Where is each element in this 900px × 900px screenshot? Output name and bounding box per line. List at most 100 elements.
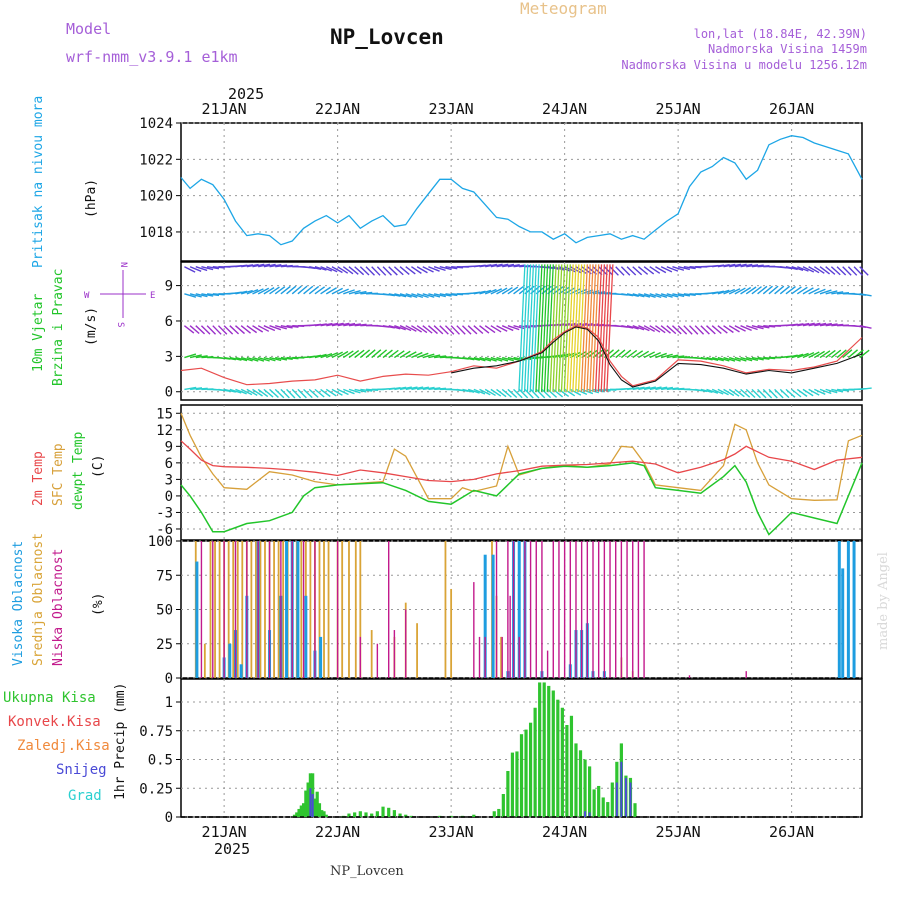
panel-frame xyxy=(180,122,863,262)
wind-arrow xyxy=(814,388,826,395)
wind-arrow xyxy=(808,322,821,327)
wind-arrow xyxy=(439,266,452,271)
wind-arrow xyxy=(354,388,367,393)
high-cloud-bar xyxy=(483,554,487,678)
wind-arrow xyxy=(388,325,401,330)
wind-arrow xyxy=(320,352,333,359)
low-cloud-bar xyxy=(603,541,606,678)
wind-arrow xyxy=(745,388,756,399)
high-cloud-bar xyxy=(304,595,308,678)
wind-arrow xyxy=(819,322,832,327)
wind-arrow xyxy=(235,388,247,395)
wind-arrow xyxy=(394,386,407,391)
wind-arrow xyxy=(774,388,784,399)
precip-ylabel: 1hr Precip (mm) xyxy=(113,683,128,800)
high-cloud-bar xyxy=(285,541,289,678)
legend-total-rain: Ukupna Kisa xyxy=(3,690,96,706)
wind-arrow xyxy=(365,349,376,359)
wind-arrow xyxy=(740,286,752,295)
wind-arrow xyxy=(235,290,248,295)
panel-3: 0 25 50 75 100 xyxy=(148,534,863,687)
wind-arrow xyxy=(859,266,869,276)
wind-arrow xyxy=(224,356,237,361)
wind-arrow xyxy=(309,266,322,270)
wind-arrow xyxy=(286,324,299,328)
y-tick-label: 1020 xyxy=(139,189,173,205)
wind-arrow xyxy=(303,388,313,399)
wind-arrow xyxy=(479,264,492,268)
cloud-unit: (%) xyxy=(91,593,106,616)
wind-arrow xyxy=(348,388,361,394)
wind-arrow xyxy=(286,285,297,295)
wind-arrow xyxy=(757,388,767,399)
wind-arrow xyxy=(566,264,574,392)
wind-arrow xyxy=(320,266,333,272)
wind-arrow xyxy=(337,350,349,359)
wind-arrow xyxy=(620,266,631,276)
wind-arrow xyxy=(606,264,614,392)
wind-arrow xyxy=(649,325,661,333)
precip-total-bar xyxy=(306,782,310,817)
wind-arrow xyxy=(184,353,197,359)
model-elevation-label: Nadmorska Visina u modelu 1256.12m xyxy=(621,58,867,72)
wind-arrow xyxy=(723,288,735,295)
wind-arrow xyxy=(785,266,798,271)
wind-arrow xyxy=(802,287,814,295)
wind-arrow xyxy=(314,286,326,295)
wind-arrow xyxy=(223,325,234,335)
pressure-line xyxy=(180,135,863,246)
snow-bar xyxy=(624,777,627,817)
low-cloud-bar xyxy=(512,541,515,678)
wind-arrow xyxy=(677,266,690,271)
wind-arrow xyxy=(263,287,275,295)
wind-arrow xyxy=(819,388,832,395)
mid-cloud-bar xyxy=(359,541,362,678)
low-cloud-bar xyxy=(586,541,589,678)
wind-arrow xyxy=(496,356,509,362)
wind-arrow xyxy=(263,325,276,332)
y-tick-label: 50 xyxy=(156,603,173,619)
wind-arrow xyxy=(768,285,779,295)
wind-arrow xyxy=(785,285,796,295)
wind-arrow xyxy=(825,323,838,327)
wind-arrow xyxy=(802,352,815,359)
low-cloud-bar xyxy=(632,541,634,678)
wind-arrow xyxy=(830,266,841,276)
wind-arrow xyxy=(671,325,682,335)
wind-arrow xyxy=(422,386,435,391)
wind-arrow xyxy=(189,266,202,272)
wind-arrow xyxy=(819,350,831,359)
y-tick-label: 0.25 xyxy=(139,781,173,797)
wind-arrow xyxy=(502,263,515,268)
wind-arrow xyxy=(348,323,361,327)
wind-direction-key: W E N S xyxy=(84,262,155,327)
wind-arrow xyxy=(195,355,208,359)
wind-arrow xyxy=(434,355,447,359)
wind-arrow xyxy=(433,325,444,335)
wind-arrow xyxy=(184,266,196,273)
wind-arrow xyxy=(501,286,513,295)
wind-arrow xyxy=(399,293,412,298)
wind-arrow xyxy=(859,293,872,297)
wind-arrow xyxy=(842,266,852,276)
precip-total-bar xyxy=(592,789,596,817)
wind-arrow xyxy=(428,387,441,391)
wind-arrow xyxy=(308,388,319,398)
wind-arrow xyxy=(649,386,662,391)
wind-arrow xyxy=(552,264,560,392)
precip-total-bar xyxy=(392,810,396,817)
wind-arrow xyxy=(257,356,270,362)
wind-arrow xyxy=(683,293,696,297)
wind-arrow xyxy=(240,356,253,362)
wind-arrow xyxy=(416,352,429,359)
mid-cloud-bar xyxy=(232,541,235,678)
wind-arrow xyxy=(564,388,576,397)
wind-ylabel-2: Brzina i Pravac xyxy=(51,269,66,386)
precip-total-bar xyxy=(347,813,351,817)
wind-arrow xyxy=(501,388,512,398)
mid-cloud-bar xyxy=(214,541,216,678)
precip-total-bar xyxy=(524,729,528,817)
wind-arrow xyxy=(825,388,838,394)
wind-key-north: N xyxy=(118,262,128,267)
wind-arrow xyxy=(717,388,729,396)
